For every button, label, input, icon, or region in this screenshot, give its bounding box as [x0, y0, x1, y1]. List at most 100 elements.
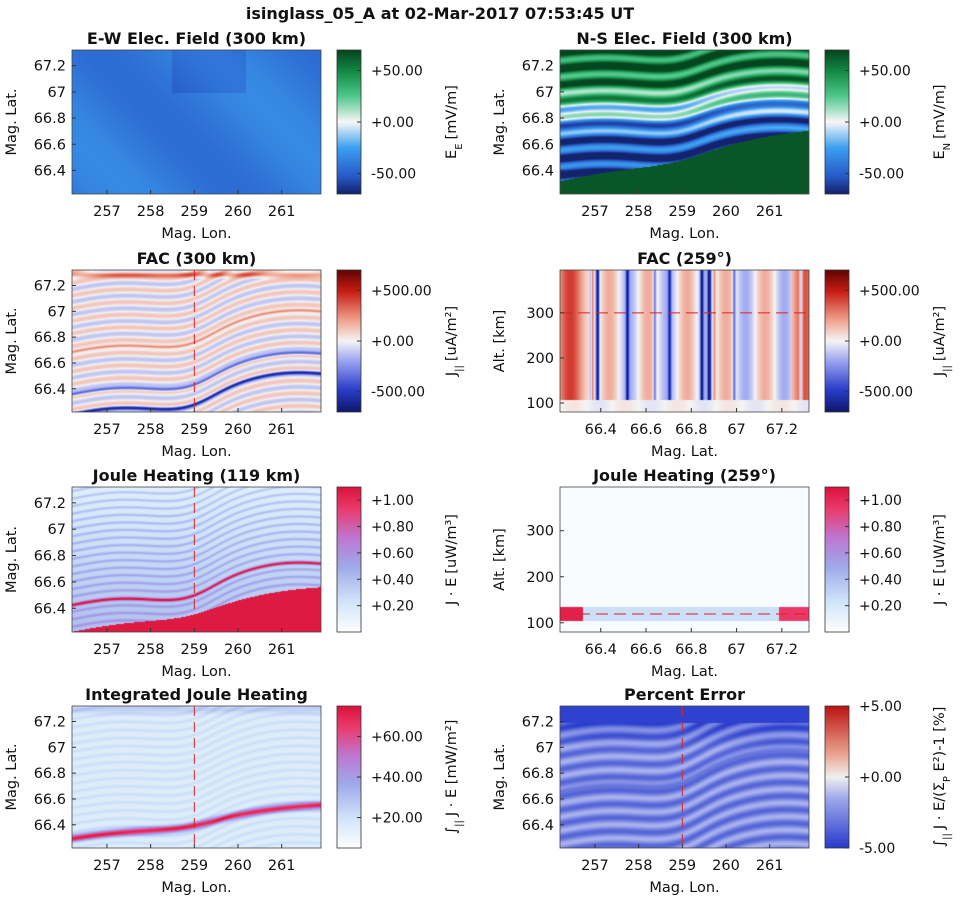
- x-tick-label: 66.8: [675, 642, 707, 658]
- plot-frame: [559, 486, 810, 633]
- colorbar-label-sub: ||: [942, 833, 953, 840]
- x-tick-label: 259: [668, 204, 696, 220]
- x-tick-label: 67.2: [766, 422, 798, 438]
- colorbar-label-main: ∫: [444, 827, 460, 835]
- heatmap-image: [560, 50, 809, 194]
- x-tick-label: 261: [756, 858, 784, 874]
- heatmap-image: [72, 270, 321, 412]
- y-tick-label: 66.8: [522, 111, 554, 127]
- y-tick-label: 67: [536, 740, 554, 756]
- colorbar: +60.00 +40.00 +20.00 ∫|| J · E [mW/m²]: [336, 705, 465, 849]
- x-tick-label: 258: [625, 204, 653, 220]
- y-tick-label: 66.6: [34, 575, 66, 591]
- colorbar-tick-label: +50.00: [859, 64, 911, 80]
- colorbar-tick-label: +0.40: [371, 572, 414, 588]
- x-tick-label: 260: [712, 858, 740, 874]
- x-tick-label: 261: [756, 204, 784, 220]
- x-tick-label: 67: [727, 422, 745, 438]
- panel-title: E-W Elec. Field (300 km): [87, 29, 306, 48]
- colorbar-label: EN [mV/m]: [932, 84, 953, 159]
- x-tick-label: 258: [137, 204, 165, 220]
- x-tick-label: 258: [137, 642, 165, 658]
- x-tick-label: 66.6: [630, 642, 662, 658]
- colorbar-label: J · E [uW/m³]: [932, 514, 948, 606]
- x-tick-label: 259: [180, 422, 208, 438]
- y-tick-label: 66.6: [34, 356, 66, 372]
- y-tick-label: 67: [536, 85, 554, 101]
- x-tick-label: 260: [224, 642, 252, 658]
- colorbar-label-unit: [mV/m]: [444, 85, 460, 139]
- y-tick-label: 100: [526, 616, 554, 632]
- colorbar-gradient: [337, 487, 361, 632]
- colorbar-tick-label: +0.00: [371, 115, 414, 131]
- y-tick-label: 67: [48, 85, 66, 101]
- plot-frame: [71, 269, 322, 413]
- colorbar-tick-label: +500.00: [859, 283, 920, 299]
- x-tick-label: 257: [581, 858, 609, 874]
- panel-5: Joule Heating (119 km) 257 258 259 260 261 67.…: [4, 466, 460, 680]
- colorbar-tick-label: +0.00: [859, 115, 902, 131]
- colorbar-tick-label: +0.20: [371, 599, 414, 615]
- y-tick-label: 67.2: [522, 59, 554, 75]
- heatmap-image: [72, 706, 321, 848]
- x-tick-label: 260: [224, 422, 252, 438]
- colorbar-tick-label: +0.60: [859, 546, 902, 562]
- colorbar-label-sub: ||: [454, 820, 465, 827]
- y-tick-label: 67: [48, 522, 66, 538]
- x-tick-label: 261: [268, 422, 296, 438]
- panel-title: N-S Elec. Field (300 km): [576, 29, 792, 48]
- y-axis-label: Alt. [km]: [492, 310, 508, 373]
- y-tick-label: 300: [526, 524, 554, 540]
- colorbar-tick-label: +1.00: [859, 493, 902, 509]
- heatmap-image: [560, 270, 809, 412]
- x-axis-label: Mag. Lat.: [651, 664, 718, 680]
- y-tick-label: 200: [526, 570, 554, 586]
- colorbar-tick-label: -5.00: [859, 841, 895, 857]
- y-axis-label: Mag. Lat.: [4, 743, 20, 810]
- x-tick-label: 257: [93, 204, 121, 220]
- y-tick-label: 66.4: [34, 601, 66, 617]
- colorbar-label-unit: [uW/m³]: [444, 514, 460, 574]
- x-tick-label: 67: [727, 642, 745, 658]
- colorbar-frame: [336, 486, 362, 633]
- y-tick-label: 67.2: [34, 714, 66, 730]
- panel-title: FAC (259°): [637, 249, 732, 268]
- colorbar-tick-label: -500.00: [371, 385, 425, 401]
- x-axis-label: Mag. Lon.: [649, 226, 719, 242]
- colorbar: +50.00 +0.00 -50.00 EE [mV/m]: [336, 49, 465, 195]
- colorbar-tick-label: +0.20: [859, 599, 902, 615]
- colorbar-label-unit: [uA/m²]: [932, 306, 948, 361]
- plot-frame: [71, 486, 322, 633]
- colorbar-label-sub: ||: [454, 365, 465, 372]
- colorbar-label-unit: [uA/m²]: [444, 306, 460, 361]
- colorbar-label-main: E: [444, 150, 460, 159]
- colorbar-label-unit: J · E/(Σ: [932, 782, 948, 830]
- colorbar-tick-label: +40.00: [371, 770, 423, 786]
- panel-3: FAC (300 km) 257 258 259 260 261 67.2 67 66.8 66.…: [4, 249, 465, 460]
- colorbar: +50.00 +0.00 -50.00 EN [mV/m]: [824, 49, 953, 195]
- y-tick-label: 100: [526, 396, 554, 412]
- colorbar-label-main: J · E: [932, 578, 948, 606]
- y-tick-label: 67: [48, 304, 66, 320]
- y-tick-label: 300: [526, 306, 554, 322]
- colorbar-label: J|| [uA/m²]: [932, 306, 953, 377]
- panel-8: Percent Error 257 258 259 260 261 67.2 67 66.8 66…: [492, 685, 953, 896]
- x-axis-label: Mag. Lon.: [649, 880, 719, 896]
- x-tick-label: 257: [581, 204, 609, 220]
- y-tick-label: 66.8: [34, 766, 66, 782]
- y-axis-label: Mag. Lat.: [4, 526, 20, 593]
- y-tick-label: 66.8: [34, 111, 66, 127]
- x-tick-label: 257: [93, 642, 121, 658]
- colorbar-label: J · E [uW/m³]: [444, 514, 460, 606]
- panel-title: FAC (300 km): [137, 249, 257, 268]
- y-axis-label: Alt. [km]: [492, 528, 508, 591]
- y-axis-label: Mag. Lat.: [492, 88, 508, 155]
- y-axis-label: Mag. Lat.: [492, 743, 508, 810]
- colorbar-tick-label: -500.00: [859, 385, 913, 401]
- panel-4: FAC (259°) 66.4 66.6 66.8 67 67.2 300 200 100 Mag…: [492, 249, 953, 460]
- y-tick-label: 67.2: [34, 278, 66, 294]
- x-tick-label: 259: [180, 204, 208, 220]
- colorbar-tick-label: +0.00: [859, 334, 902, 350]
- panel-title: Joule Heating (119 km): [92, 466, 301, 485]
